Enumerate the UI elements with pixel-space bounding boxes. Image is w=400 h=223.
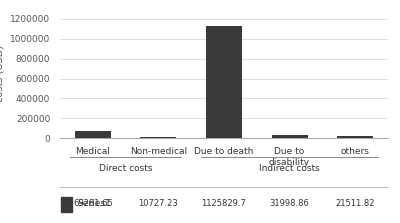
Bar: [61, 197, 72, 212]
Text: Series1: Series1: [77, 199, 111, 208]
Bar: [75, 131, 111, 138]
Bar: [272, 135, 308, 138]
Text: Direct costs: Direct costs: [99, 164, 152, 173]
Text: 31998.86: 31998.86: [270, 199, 310, 208]
Text: 1125829.7: 1125829.7: [202, 199, 246, 208]
Y-axis label: costs (USD): costs (USD): [0, 45, 4, 102]
Text: 69281.65: 69281.65: [73, 199, 113, 208]
Bar: [206, 26, 242, 138]
Bar: [337, 136, 373, 138]
Bar: [140, 137, 176, 138]
Text: Indirect costs: Indirect costs: [259, 164, 320, 173]
Text: 21511.82: 21511.82: [335, 199, 375, 208]
Text: 10727.23: 10727.23: [138, 199, 178, 208]
